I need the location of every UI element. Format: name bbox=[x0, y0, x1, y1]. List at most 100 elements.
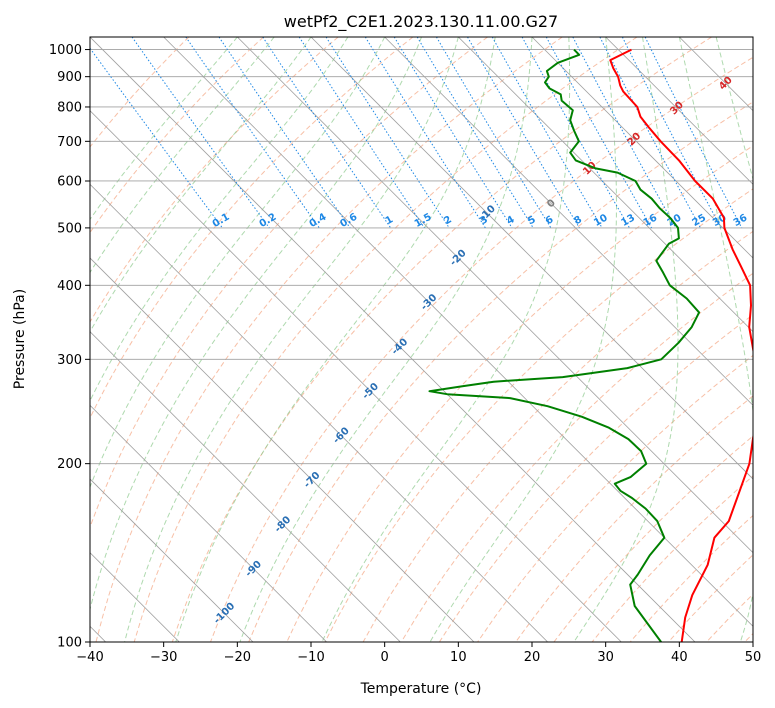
mixing-ratio-label: 0.6 bbox=[338, 212, 359, 230]
dry-adiabat bbox=[171, 37, 712, 642]
dry-adiabat bbox=[248, 101, 753, 642]
y-tick-label: 600 bbox=[57, 174, 82, 189]
dry-adiabat bbox=[400, 272, 753, 642]
y-axis-label: Pressure (hPa) bbox=[12, 289, 28, 389]
x-tick-label: −20 bbox=[224, 650, 251, 665]
dry-adiabat bbox=[90, 37, 264, 234]
dry-adiabat bbox=[591, 475, 753, 642]
moist-adiabat bbox=[90, 37, 422, 612]
plot-frame bbox=[89, 36, 754, 643]
chart-title: wetPf2_C2E1.2023.130.11.00.G27 bbox=[284, 12, 558, 32]
mixing-ratio-line bbox=[599, 37, 701, 229]
isotherm-line bbox=[679, 37, 753, 112]
isotherm-line bbox=[90, 404, 327, 642]
isotherm-line bbox=[237, 37, 753, 554]
mixing-ratio-line bbox=[262, 37, 392, 229]
x-tick-label: 50 bbox=[745, 650, 762, 665]
isotherm-line bbox=[310, 37, 753, 480]
isotherm-line bbox=[90, 183, 548, 642]
moist-adiabat bbox=[90, 37, 275, 274]
mixing-ratio-line bbox=[393, 37, 513, 229]
moist-adiabat bbox=[90, 37, 312, 333]
mixing-ratio-line bbox=[572, 37, 677, 229]
mixing-ratio-line bbox=[435, 37, 552, 229]
isotherm-line bbox=[90, 110, 622, 642]
mixing-ratio-line bbox=[467, 37, 580, 229]
moist-adiabat bbox=[429, 37, 617, 642]
dry-adiabat bbox=[515, 395, 753, 642]
x-axis-label: Temperature (°C) bbox=[360, 681, 482, 697]
dewpoint-profile bbox=[428, 48, 701, 642]
dry-adiabat bbox=[90, 37, 488, 529]
mixing-ratio-label: 1 bbox=[384, 214, 396, 227]
dry-adiabat bbox=[133, 37, 638, 642]
mixing-ratio-label: 10 bbox=[592, 212, 610, 229]
x-tick-label: −40 bbox=[76, 650, 103, 665]
mixing-ratio-label: 5 bbox=[526, 214, 538, 227]
mixing-ratio-label: 4 bbox=[505, 214, 517, 227]
x-tick-label: −30 bbox=[150, 650, 177, 665]
mixing-ratio-line bbox=[521, 37, 630, 229]
mixing-ratio-label: 2 bbox=[442, 214, 454, 227]
y-tick-label: 400 bbox=[57, 279, 82, 294]
background-lines bbox=[90, 37, 753, 642]
moist-adiabat bbox=[573, 37, 679, 642]
x-tick-label: 0 bbox=[381, 650, 389, 665]
y-tick-label: 200 bbox=[57, 457, 82, 472]
moist-adiabat bbox=[239, 37, 533, 642]
mixing-ratio-line bbox=[90, 47, 223, 229]
mixing-ratio-label: 3 bbox=[478, 214, 490, 227]
isotherm-line bbox=[384, 37, 753, 406]
mixing-ratio-label: 8 bbox=[572, 214, 584, 227]
y-tick-label: 500 bbox=[57, 221, 82, 236]
moist-adiabat bbox=[175, 37, 496, 642]
moist-adiabat bbox=[715, 37, 753, 181]
moist-adiabat bbox=[90, 37, 349, 402]
isotherm-line bbox=[90, 37, 696, 642]
mixing-ratio-label: 0.1 bbox=[211, 212, 232, 230]
isotherm-line bbox=[163, 37, 753, 627]
profile-lines bbox=[428, 48, 753, 642]
x-tick-label: 20 bbox=[524, 650, 541, 665]
mixing-ratio-line bbox=[644, 37, 743, 229]
dry-adiabat bbox=[90, 37, 339, 323]
moist-adiabat bbox=[124, 37, 459, 642]
moist-adiabat bbox=[90, 37, 386, 489]
y-tick-label: 1000 bbox=[49, 43, 82, 58]
dry-adiabat bbox=[438, 313, 753, 642]
isotherm-line bbox=[90, 331, 401, 642]
mixing-ratio-label: 1.5 bbox=[413, 212, 434, 230]
moist-adiabat bbox=[90, 37, 238, 221]
mixing-ratio-line bbox=[364, 37, 486, 229]
isotherm-line bbox=[90, 478, 254, 642]
in-plot-labels: 0.1 0.2 0.4 0.6 1 1.5 2 3 4 5 6 8 10 13 16 20 25 30 36-100… bbox=[211, 75, 750, 627]
moist-adiabat bbox=[321, 37, 571, 642]
mixing-ratio-line bbox=[298, 37, 425, 229]
mixing-ratio-line bbox=[416, 37, 534, 229]
y-tick-label: 800 bbox=[57, 100, 82, 115]
dry-adiabat bbox=[210, 56, 753, 642]
isotherm-line bbox=[752, 37, 753, 38]
x-tick-label: 30 bbox=[597, 650, 614, 665]
temperature-profile bbox=[609, 48, 753, 642]
y-tick-label: 700 bbox=[57, 135, 82, 150]
dry-adiabat bbox=[95, 37, 563, 642]
dry-adiabat bbox=[90, 37, 414, 420]
y-tick-label: 100 bbox=[57, 636, 82, 651]
isotherm-line bbox=[605, 37, 753, 185]
x-tick-label: −10 bbox=[297, 650, 324, 665]
mixing-ratio-label: 0.2 bbox=[258, 212, 279, 230]
isotherm-line bbox=[90, 257, 475, 642]
axes: −40 −30 −20 −10 0 10 20 30 40 50 1000 900 800 700 600 5… bbox=[49, 43, 761, 665]
mixing-ratio-line bbox=[325, 37, 450, 229]
moist-adiabat bbox=[678, 37, 753, 642]
mixing-ratio-line bbox=[218, 37, 351, 229]
mixing-ratio-line bbox=[131, 37, 270, 229]
dry-adiabat bbox=[706, 593, 753, 642]
y-tick-label: 900 bbox=[57, 70, 82, 85]
x-tick-label: 40 bbox=[671, 650, 688, 665]
mixing-ratio-label: 36 bbox=[732, 212, 750, 229]
y-tick-label: 300 bbox=[57, 353, 82, 368]
isotherm-line bbox=[458, 37, 753, 333]
dry-adiabat bbox=[744, 632, 753, 642]
